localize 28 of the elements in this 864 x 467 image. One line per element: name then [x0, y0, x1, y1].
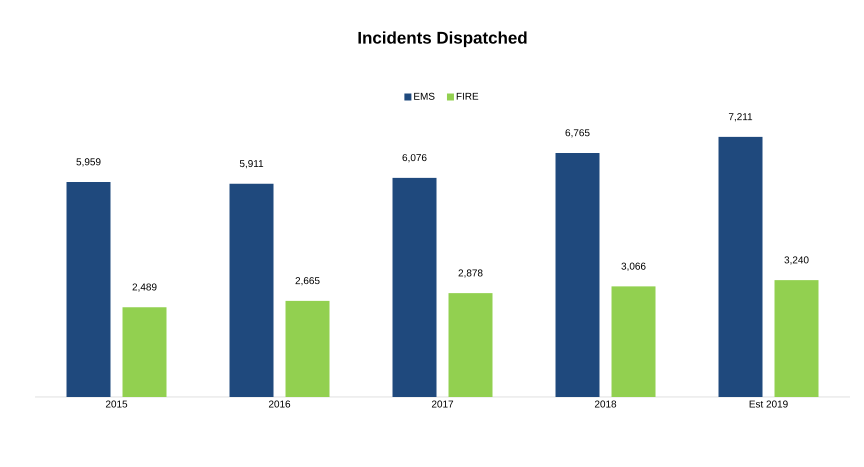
bar	[448, 293, 493, 397]
legend-label: FIRE	[456, 92, 478, 100]
bar	[66, 182, 111, 397]
data-label: 6,076	[402, 154, 427, 162]
data-label: 7,211	[728, 113, 752, 122]
bar	[556, 152, 600, 397]
data-label: 5,959	[76, 158, 101, 167]
data-label: 3,240	[784, 256, 809, 265]
data-label: 3,066	[621, 262, 646, 271]
bar	[612, 286, 656, 397]
bar	[774, 280, 819, 397]
bar	[230, 184, 274, 397]
x-tick-label: Est 2019	[750, 400, 788, 408]
data-label: 6,765	[566, 129, 590, 138]
x-tick-label: 2016	[268, 400, 290, 408]
x-tick-label: 2015	[106, 400, 128, 408]
x-tick-label: 2017	[432, 400, 454, 408]
bar	[286, 300, 330, 397]
data-label: 5,911	[240, 160, 264, 168]
bar	[392, 178, 437, 397]
data-label: 2,489	[132, 283, 157, 292]
legend-label: EMS	[414, 92, 435, 100]
data-label: 2,878	[458, 269, 483, 278]
chart-title: Incidents Dispatched	[358, 31, 527, 48]
bar	[718, 136, 763, 397]
x-tick-label: 2018	[594, 400, 616, 408]
data-label: 2,665	[296, 277, 320, 286]
bar	[122, 307, 167, 397]
